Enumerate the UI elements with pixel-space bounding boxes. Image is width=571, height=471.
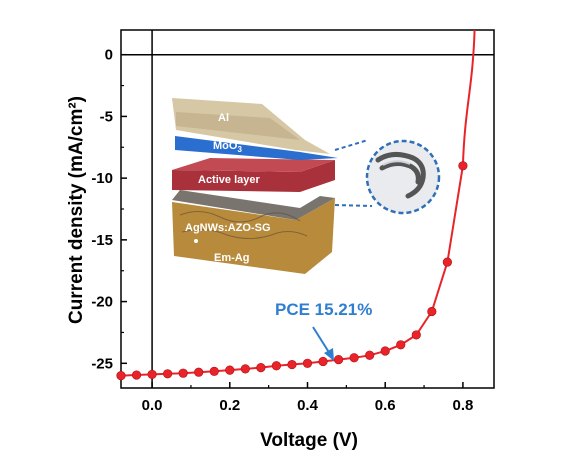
al-layer-shade [176, 112, 300, 140]
data-point [240, 364, 250, 374]
data-point [380, 346, 390, 356]
inset-label-al: Al [218, 112, 229, 124]
inset-label-agnws: AgNWs:AZO-SG [185, 222, 271, 234]
data-point [225, 365, 235, 375]
zoom-circle [365, 139, 441, 215]
data-point [147, 369, 157, 380]
agnws-dot-marker [194, 239, 198, 243]
data-point [256, 363, 266, 373]
em-ag-layer [172, 198, 335, 274]
agnws-texture [179, 211, 308, 239]
data-point [131, 370, 142, 380]
data-point [349, 353, 359, 363]
y-tick-label: -25 [91, 355, 113, 372]
active-layer-top [172, 158, 335, 172]
data-point [427, 306, 437, 317]
data-point [396, 340, 406, 350]
y-tick-label: -10 [91, 170, 113, 187]
x-tick-label: 0.4 [297, 397, 319, 414]
data-point [116, 371, 126, 381]
data-point [209, 366, 219, 376]
y-axis-title: Current density (mA/cm²) [66, 96, 87, 324]
data-point [271, 361, 282, 371]
active-layer [172, 160, 335, 192]
bent-wire-highlight [382, 160, 411, 166]
pce-annotation: PCE 15.21% [275, 300, 372, 319]
agnws-layer [172, 190, 335, 220]
x-tick-label: 0.2 [219, 397, 240, 414]
data-point [458, 161, 468, 171]
x-tick-label: 0.8 [452, 397, 473, 414]
data-point [333, 355, 344, 365]
x-axis-title: Voltage (V) [260, 430, 358, 451]
data-point [442, 257, 452, 267]
data-point [365, 350, 375, 360]
data-point [163, 369, 173, 379]
inset-label-em-ag: Em-Ag [214, 252, 249, 264]
y-tick-label: 0 [105, 47, 113, 64]
data-point [302, 358, 313, 368]
data-point [178, 368, 188, 378]
pce-arrow [312, 326, 331, 355]
x-tick-label: 0.0 [142, 397, 163, 414]
inset-label-moo3: MoO3 [213, 140, 242, 154]
x-tick-label: 0.6 [375, 397, 396, 414]
x-axis-ticks: 0.0 0.2 0.4 0.6 0.8 [142, 382, 473, 414]
data-point [287, 359, 297, 370]
y-tick-label: -15 [91, 232, 113, 249]
zoom-line-top [334, 139, 369, 151]
data-point [411, 330, 421, 340]
data-point [194, 367, 204, 377]
device-schematic-inset: Al MoO3 Active layer AgNWs:AZO-SG Em-Ag [172, 98, 441, 274]
bent-wire-icon [375, 152, 426, 199]
pce-arrow-head [324, 348, 334, 361]
zoom-line-bottom [334, 204, 373, 207]
jv-series [116, 29, 476, 381]
data-point [318, 356, 328, 367]
y-tick-label: -5 [100, 108, 113, 125]
y-axis-ticks: 0 -5 -10 -15 -20 -25 [91, 47, 127, 372]
inset-label-active-layer: Active layer [198, 174, 260, 186]
moo3-layer [175, 136, 338, 160]
y-tick-label: -20 [91, 294, 113, 311]
